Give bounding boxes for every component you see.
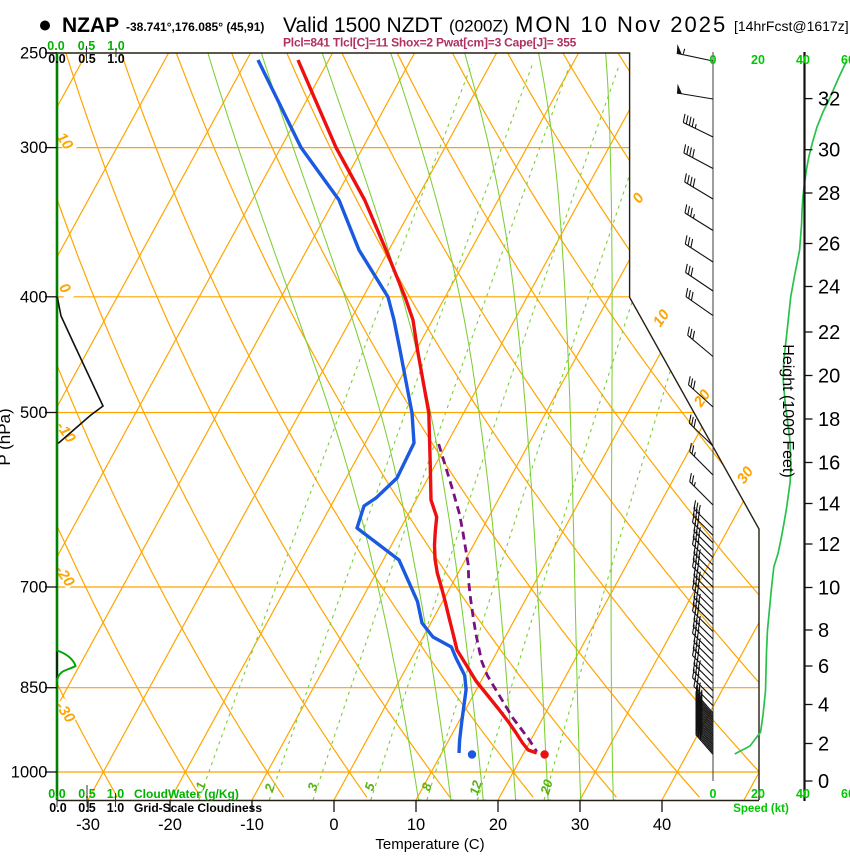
svg-text:20: 20	[537, 777, 556, 797]
svg-text:20: 20	[489, 816, 507, 834]
svg-text:6: 6	[818, 656, 829, 678]
svg-text:30: 30	[818, 140, 840, 162]
svg-text:20: 20	[751, 787, 765, 801]
svg-text:1000: 1000	[11, 764, 48, 782]
svg-text:-20: -20	[158, 816, 182, 834]
svg-text:2: 2	[818, 734, 829, 756]
svg-text:14: 14	[818, 494, 840, 516]
svg-text:700: 700	[20, 579, 48, 597]
svg-text:12: 12	[818, 534, 840, 556]
svg-text:0: 0	[710, 53, 717, 67]
svg-text:60: 60	[841, 787, 850, 801]
svg-text:12: 12	[466, 778, 485, 797]
svg-text:850: 850	[20, 679, 48, 697]
svg-text:Plcl=841 Tlcl[C]=11 Shox=2 Pwa: Plcl=841 Tlcl[C]=11 Shox=2 Pwat[cm]=3 Ca…	[283, 36, 577, 50]
svg-text:10: 10	[818, 578, 840, 600]
svg-text:18: 18	[818, 409, 840, 431]
svg-text:0.5: 0.5	[78, 52, 95, 66]
svg-text:8: 8	[818, 620, 829, 642]
svg-text:1.0: 1.0	[107, 801, 124, 815]
svg-text:Temperature (C): Temperature (C)	[375, 836, 484, 853]
svg-text:0: 0	[329, 816, 338, 834]
svg-text:Height (1000 Feet): Height (1000 Feet)	[779, 344, 796, 477]
svg-text:P (hPa): P (hPa)	[0, 408, 14, 465]
svg-text:-38.741°,176.085° (45,91): -38.741°,176.085° (45,91)	[126, 20, 264, 34]
svg-text:0: 0	[710, 787, 717, 801]
svg-text:16: 16	[818, 453, 840, 475]
svg-text:1: 1	[192, 780, 209, 792]
svg-text:-10: -10	[240, 816, 264, 834]
svg-text:20: 20	[818, 366, 840, 388]
svg-text:4: 4	[818, 695, 829, 717]
svg-text:10: 10	[407, 816, 425, 834]
svg-text:CloudWater (g/Kg): CloudWater (g/Kg)	[134, 787, 239, 801]
svg-text:30: 30	[571, 816, 589, 834]
svg-text:0: 0	[818, 771, 829, 793]
svg-text:NZAP: NZAP	[62, 14, 119, 37]
svg-text:22: 22	[818, 322, 840, 344]
svg-text:0.0: 0.0	[48, 52, 65, 66]
svg-text:(0200Z): (0200Z)	[449, 17, 509, 36]
svg-text:0.0: 0.0	[47, 39, 64, 53]
svg-text:Valid 1500 NZDT: Valid 1500 NZDT	[283, 14, 443, 37]
svg-text:Grid-Scale Cloudiness: Grid-Scale Cloudiness	[134, 801, 262, 815]
svg-text:250: 250	[20, 45, 48, 63]
svg-text:Speed (kt): Speed (kt)	[733, 803, 789, 815]
svg-text:MON 10 Nov 2025: MON 10 Nov 2025	[515, 12, 727, 37]
svg-text:0.5: 0.5	[78, 801, 95, 815]
svg-text:[14hrFcst@1617z]: [14hrFcst@1617z]	[734, 18, 849, 34]
svg-text:32: 32	[818, 89, 840, 111]
svg-text:-30: -30	[76, 816, 100, 834]
svg-text:0.0: 0.0	[49, 801, 66, 815]
svg-text:26: 26	[818, 234, 840, 256]
svg-text:1.0: 1.0	[107, 52, 124, 66]
svg-text:40: 40	[796, 53, 810, 67]
svg-text:28: 28	[818, 183, 840, 205]
svg-text:20: 20	[751, 53, 765, 67]
svg-text:60: 60	[841, 53, 850, 67]
svg-text:0.0: 0.0	[48, 787, 65, 801]
svg-text:300: 300	[20, 139, 48, 157]
svg-text:40: 40	[653, 816, 671, 834]
svg-text:400: 400	[20, 288, 48, 306]
svg-text:1.0: 1.0	[107, 39, 124, 53]
svg-text:24: 24	[818, 277, 840, 299]
svg-text:500: 500	[20, 404, 48, 422]
svg-text:40: 40	[796, 787, 810, 801]
